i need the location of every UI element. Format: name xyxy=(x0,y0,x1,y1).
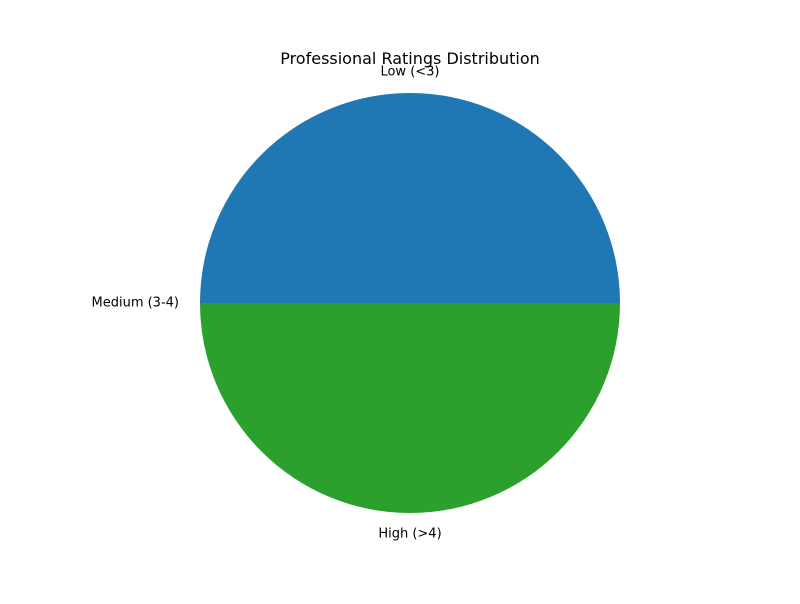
slice-label-medium-3-4: Medium (3-4) xyxy=(92,296,180,311)
pie-slices xyxy=(200,93,620,513)
pie-slice-high-4 xyxy=(200,303,620,513)
slice-label-low-3: Low (<3) xyxy=(380,65,439,80)
pie-labels: Low (<3) Medium (3-4) High (>4) xyxy=(92,65,442,542)
chart-title: Professional Ratings Distribution xyxy=(280,49,540,68)
pie-slice-low-3 xyxy=(200,93,620,303)
slice-label-high-4: High (>4) xyxy=(378,527,441,542)
